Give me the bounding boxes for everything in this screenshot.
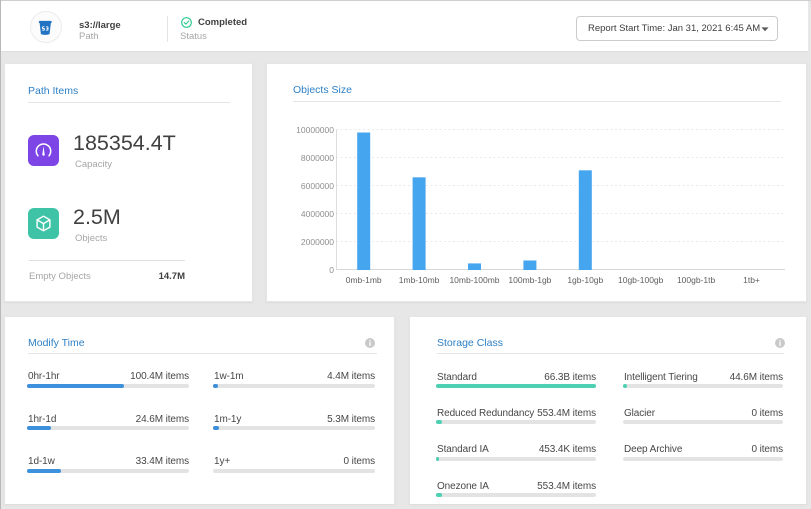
- svg-text:6000000: 6000000: [301, 181, 334, 191]
- svg-text:10mb-100mb: 10mb-100mb: [449, 275, 499, 285]
- svg-text:1gb-10gb: 1gb-10gb: [567, 275, 603, 285]
- svg-text:100mb-1gb: 100mb-1gb: [508, 275, 551, 285]
- svg-text:1mb-10mb: 1mb-10mb: [399, 275, 440, 285]
- svg-text:4000000: 4000000: [301, 209, 334, 219]
- svg-text:10gb-100gb: 10gb-100gb: [618, 275, 664, 285]
- svg-text:10000000: 10000000: [296, 125, 334, 135]
- svg-text:0: 0: [329, 265, 334, 275]
- svg-text:0mb-1mb: 0mb-1mb: [346, 275, 382, 285]
- svg-text:8000000: 8000000: [301, 153, 334, 163]
- svg-text:1tb+: 1tb+: [743, 275, 760, 285]
- svg-text:100gb-1tb: 100gb-1tb: [677, 275, 716, 285]
- svg-text:2000000: 2000000: [301, 237, 334, 247]
